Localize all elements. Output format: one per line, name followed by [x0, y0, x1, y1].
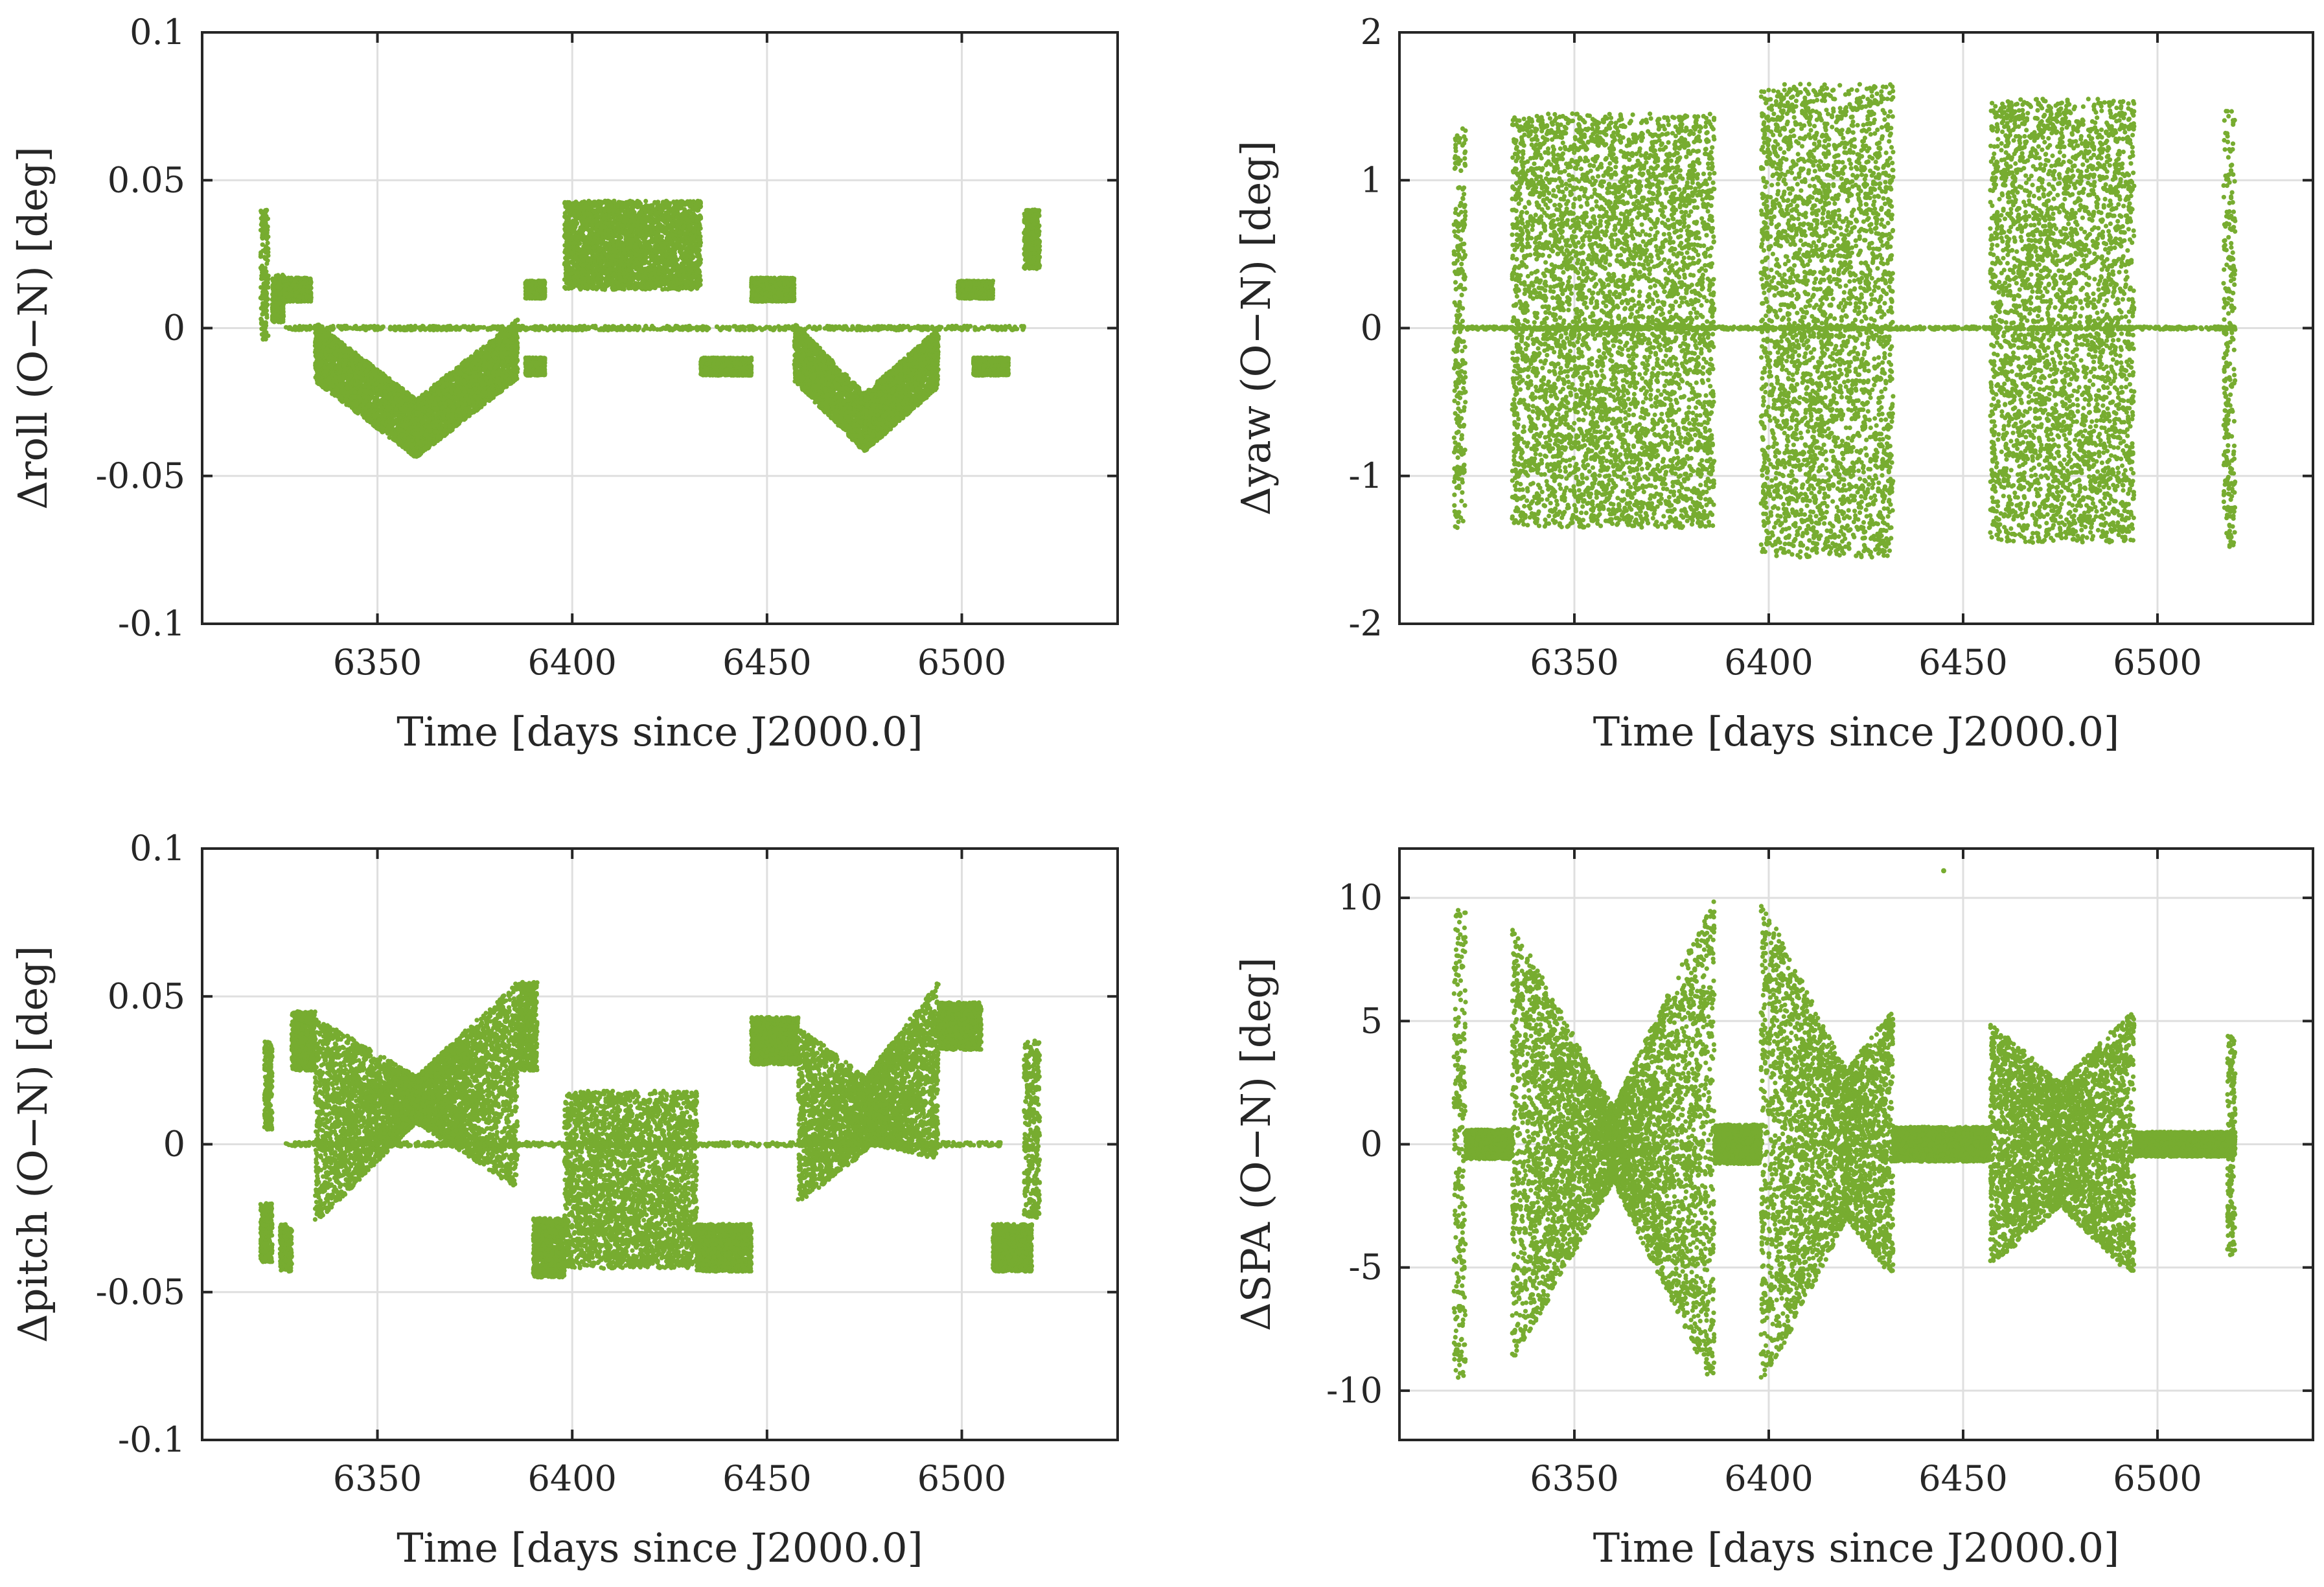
- data-point: [264, 291, 269, 296]
- data-point: [264, 320, 268, 325]
- data-point: [273, 280, 277, 284]
- data-point: [284, 282, 288, 287]
- data-point: [264, 244, 268, 249]
- data-point: [264, 273, 268, 278]
- data-point: [273, 296, 278, 301]
- data-point: [273, 289, 277, 293]
- data-point: [288, 286, 292, 291]
- data-point: [259, 317, 264, 322]
- data-point: [277, 282, 281, 286]
- data-point: [259, 210, 264, 214]
- data-point: [263, 297, 268, 301]
- data-point: [275, 304, 279, 308]
- data-point: [261, 337, 266, 341]
- data-point: [266, 280, 270, 285]
- scatter-points: [259, 199, 1042, 459]
- data-point: [260, 236, 265, 240]
- data-point: [278, 319, 282, 323]
- data-point: [261, 309, 266, 314]
- data-point: [266, 285, 271, 290]
- data-point: [284, 277, 288, 281]
- data-point: [262, 225, 266, 230]
- chart-panel-roll: 6350 6400 6450 65000.10.050-0.05-0.1Time [d…: [9, 12, 1118, 755]
- data-point: [284, 291, 288, 296]
- data-point: [301, 276, 306, 280]
- data-point: [264, 217, 268, 222]
- data-point: [294, 290, 299, 295]
- data-point: [270, 318, 275, 323]
- data-point: [297, 294, 301, 299]
- data-point: [297, 299, 302, 304]
- data-point: [259, 295, 263, 300]
- data-point: [263, 303, 268, 308]
- data-point: [298, 284, 303, 288]
- data-point: [266, 253, 270, 258]
- data-point: [259, 250, 263, 255]
- data-point: [282, 298, 286, 303]
- data-point: [263, 266, 268, 270]
- data-point: [271, 284, 276, 288]
- data-point: [305, 285, 310, 290]
- figure: 6350 6400 6450 65000.10.050-0.05-0.1Time [d…: [0, 0, 2324, 1587]
- data-point: [304, 295, 308, 299]
- data-point: [275, 308, 279, 312]
- data-point: [264, 330, 268, 335]
- data-point: [264, 236, 269, 241]
- data-point: [294, 277, 299, 281]
- data-point: [305, 290, 310, 294]
- data-point: [263, 210, 268, 214]
- data-point: [308, 280, 313, 285]
- data-point: [264, 261, 269, 266]
- data-point: [278, 277, 282, 281]
- data-point: [259, 326, 264, 331]
